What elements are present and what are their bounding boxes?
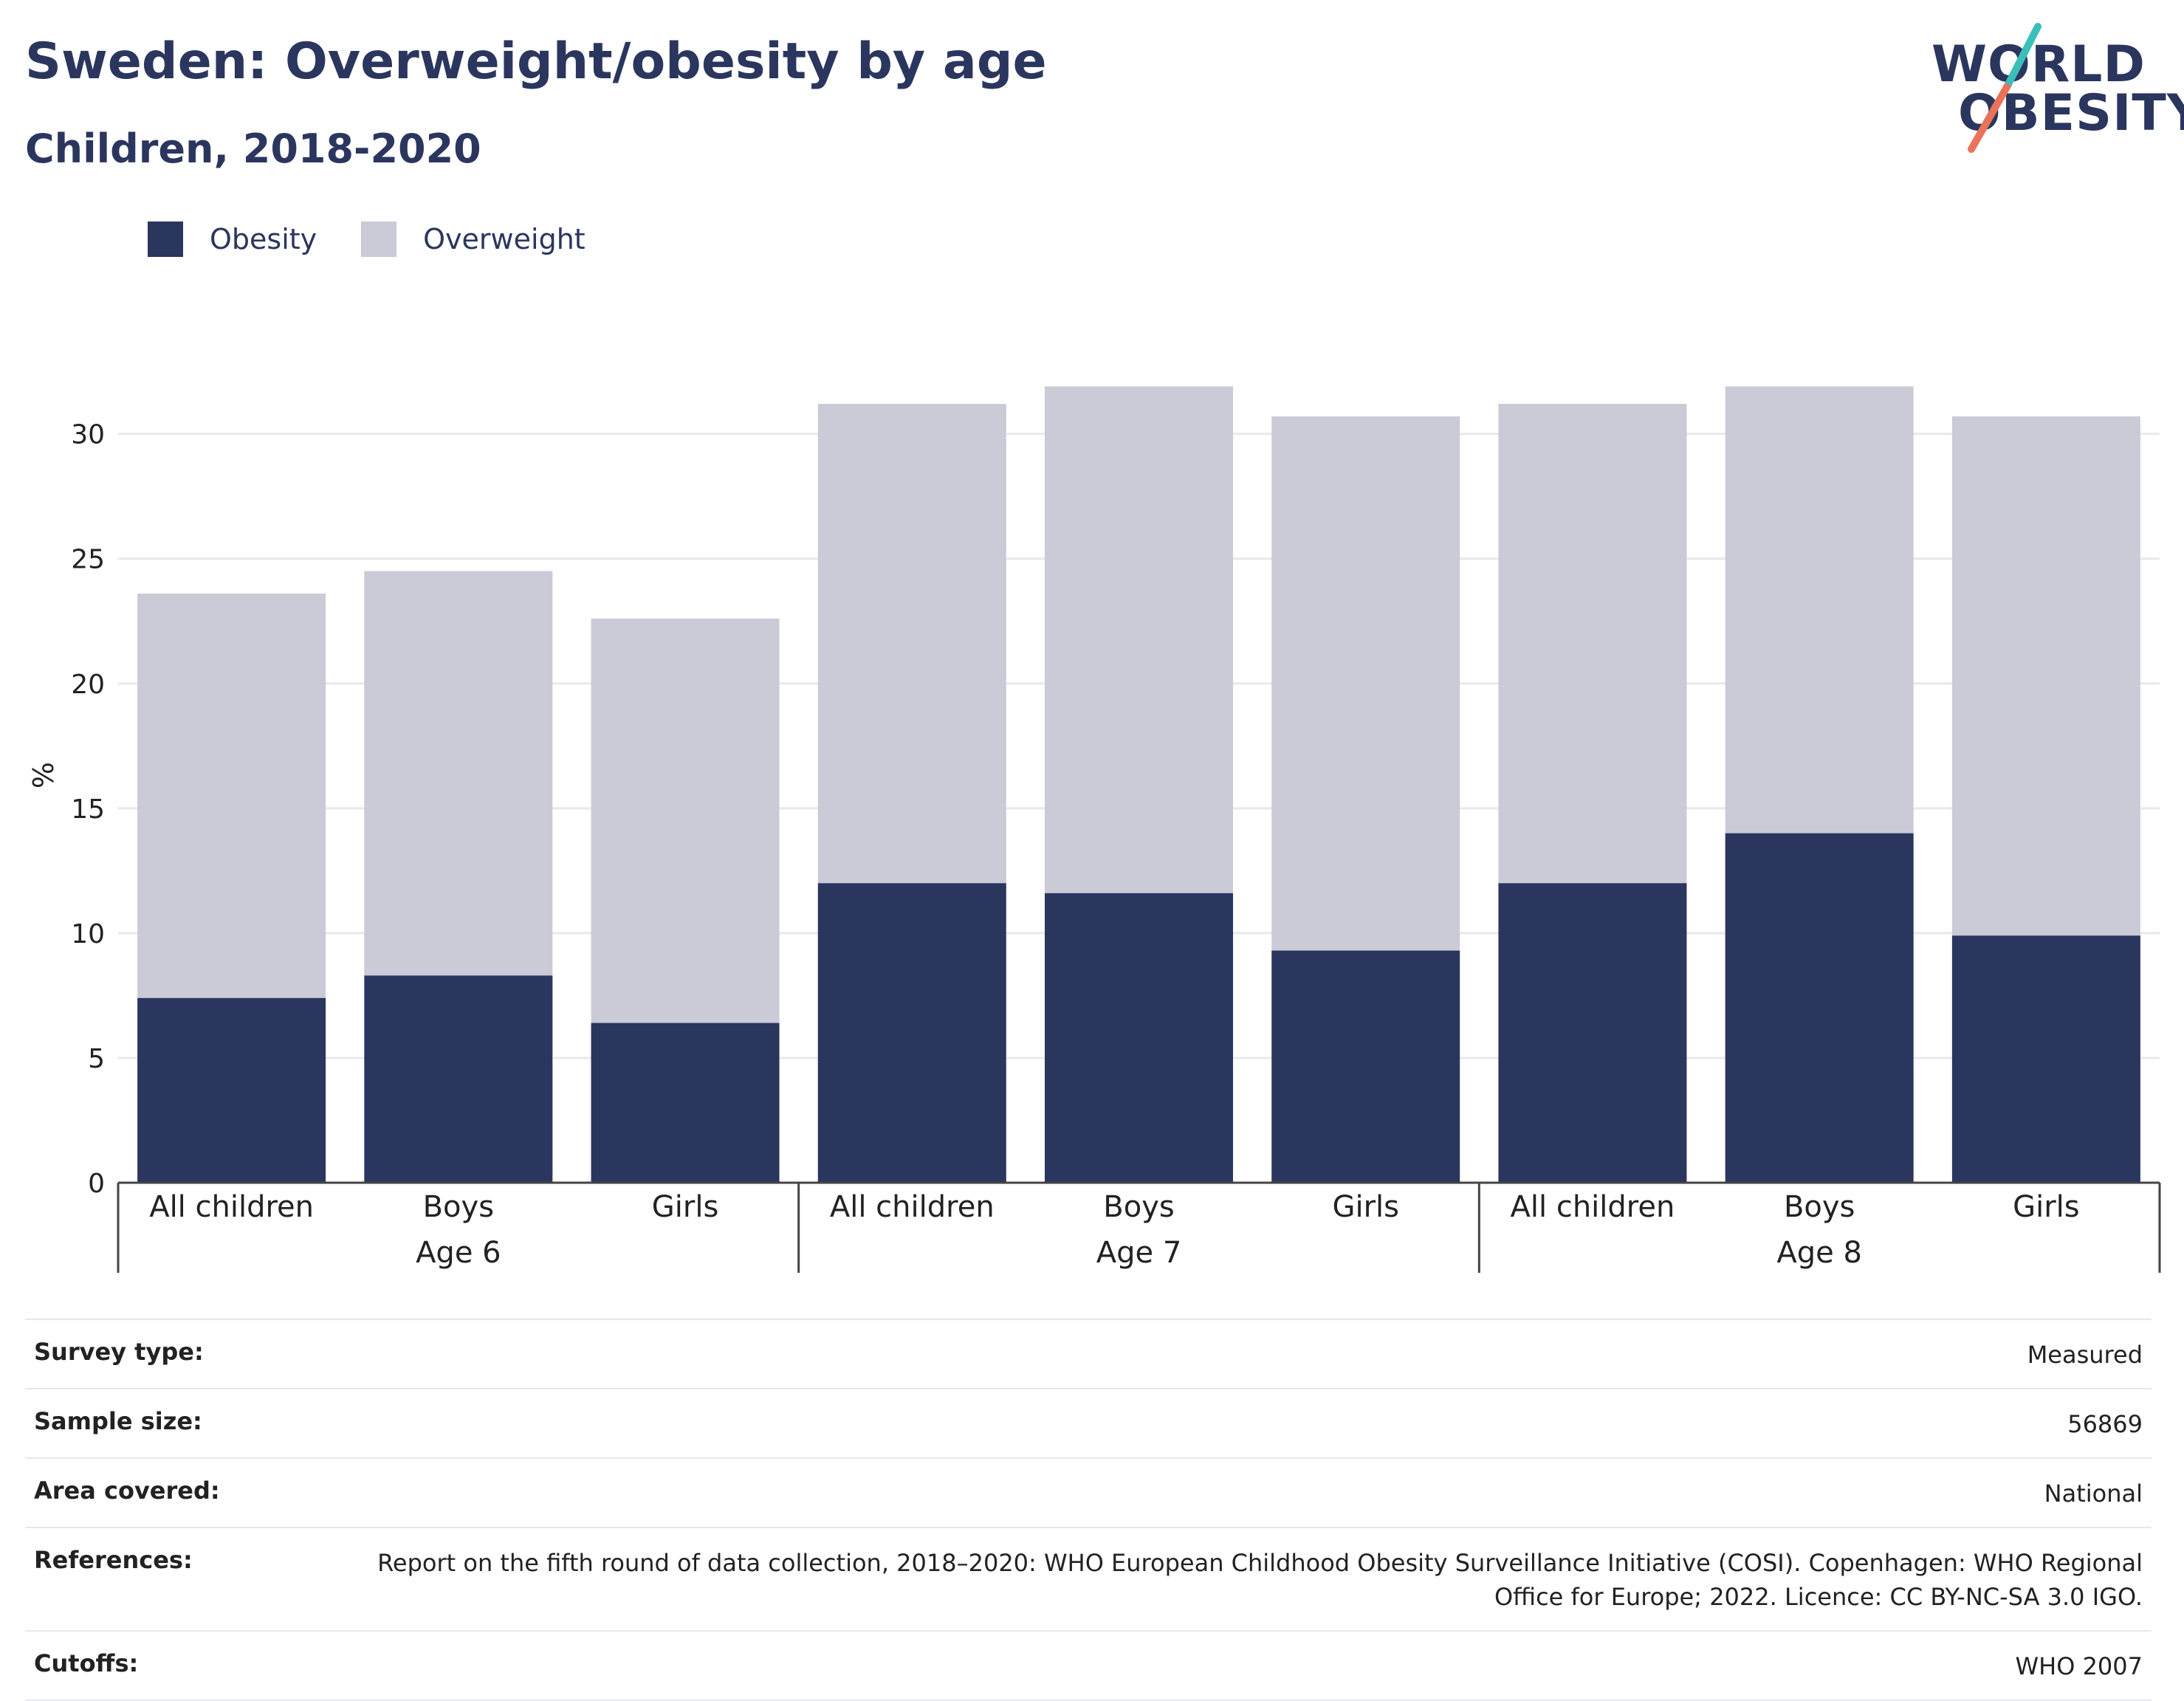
info-value: Report on the fifth round of data collec… [377, 1549, 2143, 1611]
info-row: Cutoffs: WHO 2007 [25, 1630, 2152, 1701]
y-tick-label: 25 [71, 545, 105, 575]
y-tick-label: 5 [88, 1044, 105, 1074]
bar-overweight [364, 571, 553, 976]
info-row: References: Report on the fifth round of … [25, 1527, 2152, 1630]
y-tick-label: 20 [71, 670, 105, 700]
x-tick-label: Boys [1103, 1190, 1174, 1224]
x-tick-label: All children [149, 1190, 314, 1224]
legend-label-obesity: Obesity [210, 223, 317, 255]
bar-overweight [817, 404, 1006, 884]
x-tick-label: Boys [423, 1190, 494, 1224]
info-row: Sample size: 56869 [25, 1388, 2152, 1457]
bar-overweight [1498, 404, 1687, 884]
bar-obesity [137, 997, 326, 1183]
info-label: Cutoffs: [34, 1649, 139, 1677]
y-tick-label: 15 [71, 794, 105, 825]
x-tick-label: All children [830, 1190, 995, 1224]
survey-info-table: Survey type: Measured Sample size: 56869 Are… [25, 1319, 2152, 1701]
bar-overweight [1271, 416, 1460, 951]
logo-line1: WORLD [1931, 35, 2146, 94]
bar-obesity [817, 883, 1006, 1183]
x-group-label: Age 8 [1776, 1236, 1862, 1270]
y-tick-label: 10 [71, 919, 105, 949]
bar-overweight [591, 618, 780, 1023]
info-label: Area covered: [34, 1477, 220, 1505]
bar-obesity [1725, 833, 1914, 1183]
legend-item-obesity[interactable]: Obesity [148, 221, 317, 257]
bar-obesity [1271, 950, 1460, 1183]
info-label: Sample size: [34, 1407, 202, 1435]
x-tick-label: Girls [2013, 1190, 2080, 1224]
x-tick-label: Boys [1784, 1190, 1855, 1224]
bar-obesity [1951, 935, 2140, 1183]
x-tick-label: All children [1511, 1190, 1675, 1224]
chart-title: Sweden: Overweight/obesity by age [25, 32, 1047, 91]
bar-overweight [137, 594, 326, 998]
info-value: 56869 [2067, 1410, 2143, 1438]
x-tick-label: Girls [652, 1190, 719, 1224]
y-tick-label: 0 [88, 1169, 105, 1199]
x-tick-label: Girls [1332, 1190, 1399, 1224]
bar-chart: 0 5 10 15 20 25 30% All children Boys Girls Age 6 A… [27, 386, 2161, 1273]
bar-obesity [1498, 883, 1687, 1183]
info-value: Measured [2027, 1341, 2143, 1369]
logo-slash-icon [1968, 23, 2042, 153]
y-tick-label: 30 [71, 420, 105, 450]
legend-swatch-obesity [148, 221, 183, 257]
legend: Obesity Overweight [148, 221, 630, 257]
bar-overweight [1045, 386, 1233, 893]
chart-subtitle: Children, 2018-2020 [25, 126, 481, 172]
info-value: National [2044, 1480, 2143, 1508]
bar-overweight [1725, 386, 1914, 834]
x-group-label: Age 6 [416, 1236, 501, 1270]
y-axis-label: % [27, 762, 60, 788]
info-label: References: [34, 1546, 193, 1574]
legend-label-overweight: Overweight [423, 223, 586, 255]
bar-obesity [591, 1023, 780, 1183]
info-label: Survey type: [34, 1338, 204, 1366]
info-value: WHO 2007 [2015, 1652, 2143, 1680]
info-row: Survey type: Measured [25, 1319, 2152, 1388]
legend-item-overweight[interactable]: Overweight [361, 221, 586, 257]
world-obesity-logo: WORLD OBESITY [1920, 19, 2184, 159]
bar-overweight [1951, 416, 2140, 936]
bar-obesity [1045, 893, 1233, 1183]
bar-obesity [364, 975, 553, 1183]
x-group-label: Age 7 [1096, 1236, 1182, 1270]
info-row: Area covered: National [25, 1457, 2152, 1527]
legend-swatch-overweight [361, 221, 397, 257]
